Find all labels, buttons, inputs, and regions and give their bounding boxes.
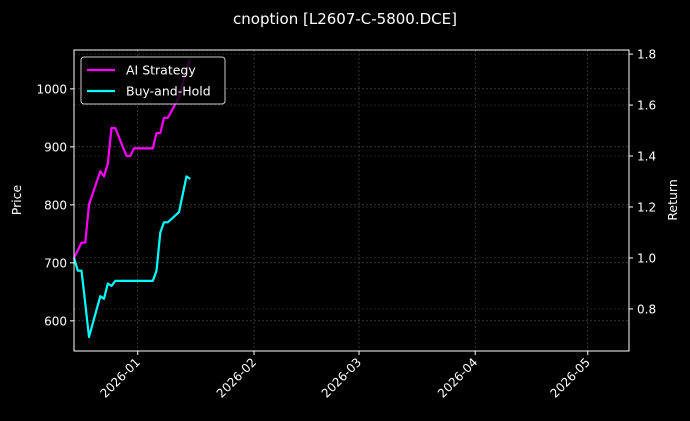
y-axis-right: 0.8 1.0 1.2 1.4 1.6 1.8 (629, 48, 656, 316)
y-left-tick-label: 700 (44, 256, 67, 270)
series-line-buy-and-hold (72, 175, 191, 339)
y-axis-left: 600 700 800 900 1000 (36, 82, 74, 328)
series-line-ai-strategy (73, 58, 192, 259)
y-right-tick-label: 1.6 (637, 99, 656, 113)
y-axis-right-label: Return (665, 179, 680, 220)
chart-title: cnoption [L2607-C-5800.DCE] (233, 10, 457, 28)
y-right-tick-label: 0.8 (637, 302, 656, 316)
y-right-tick-label: 1.8 (637, 48, 656, 62)
y-left-tick-label: 1000 (36, 82, 67, 96)
y-left-tick-label: 600 (44, 314, 67, 328)
legend-label: AI Strategy (126, 63, 196, 78)
plot-frame (73, 49, 630, 352)
y-axis-left-label: Price (9, 184, 24, 215)
y-left-tick-label: 900 (44, 140, 67, 154)
y-right-tick-label: 1.0 (637, 251, 656, 265)
y-right-tick-label: 1.2 (637, 200, 656, 214)
legend-box (80, 56, 226, 105)
legend-label: Buy-and-Hold (126, 84, 211, 99)
y-right-tick-label: 1.4 (637, 150, 656, 164)
series-lines (72, 58, 192, 339)
legend: AI Strategy Buy-and-Hold (80, 56, 226, 105)
x-tick-label: 2026-01 (98, 355, 143, 400)
x-tick-label: 2026-05 (548, 355, 593, 400)
y-left-tick-label: 800 (44, 198, 67, 212)
x-tick-label: 2026-04 (435, 355, 480, 400)
x-axis: 2026-01 2026-02 2026-03 2026-04 2026-05 (98, 351, 593, 401)
x-tick-label: 2026-02 (214, 355, 259, 400)
x-tick-label: 2026-03 (319, 355, 364, 400)
grid (74, 50, 629, 351)
